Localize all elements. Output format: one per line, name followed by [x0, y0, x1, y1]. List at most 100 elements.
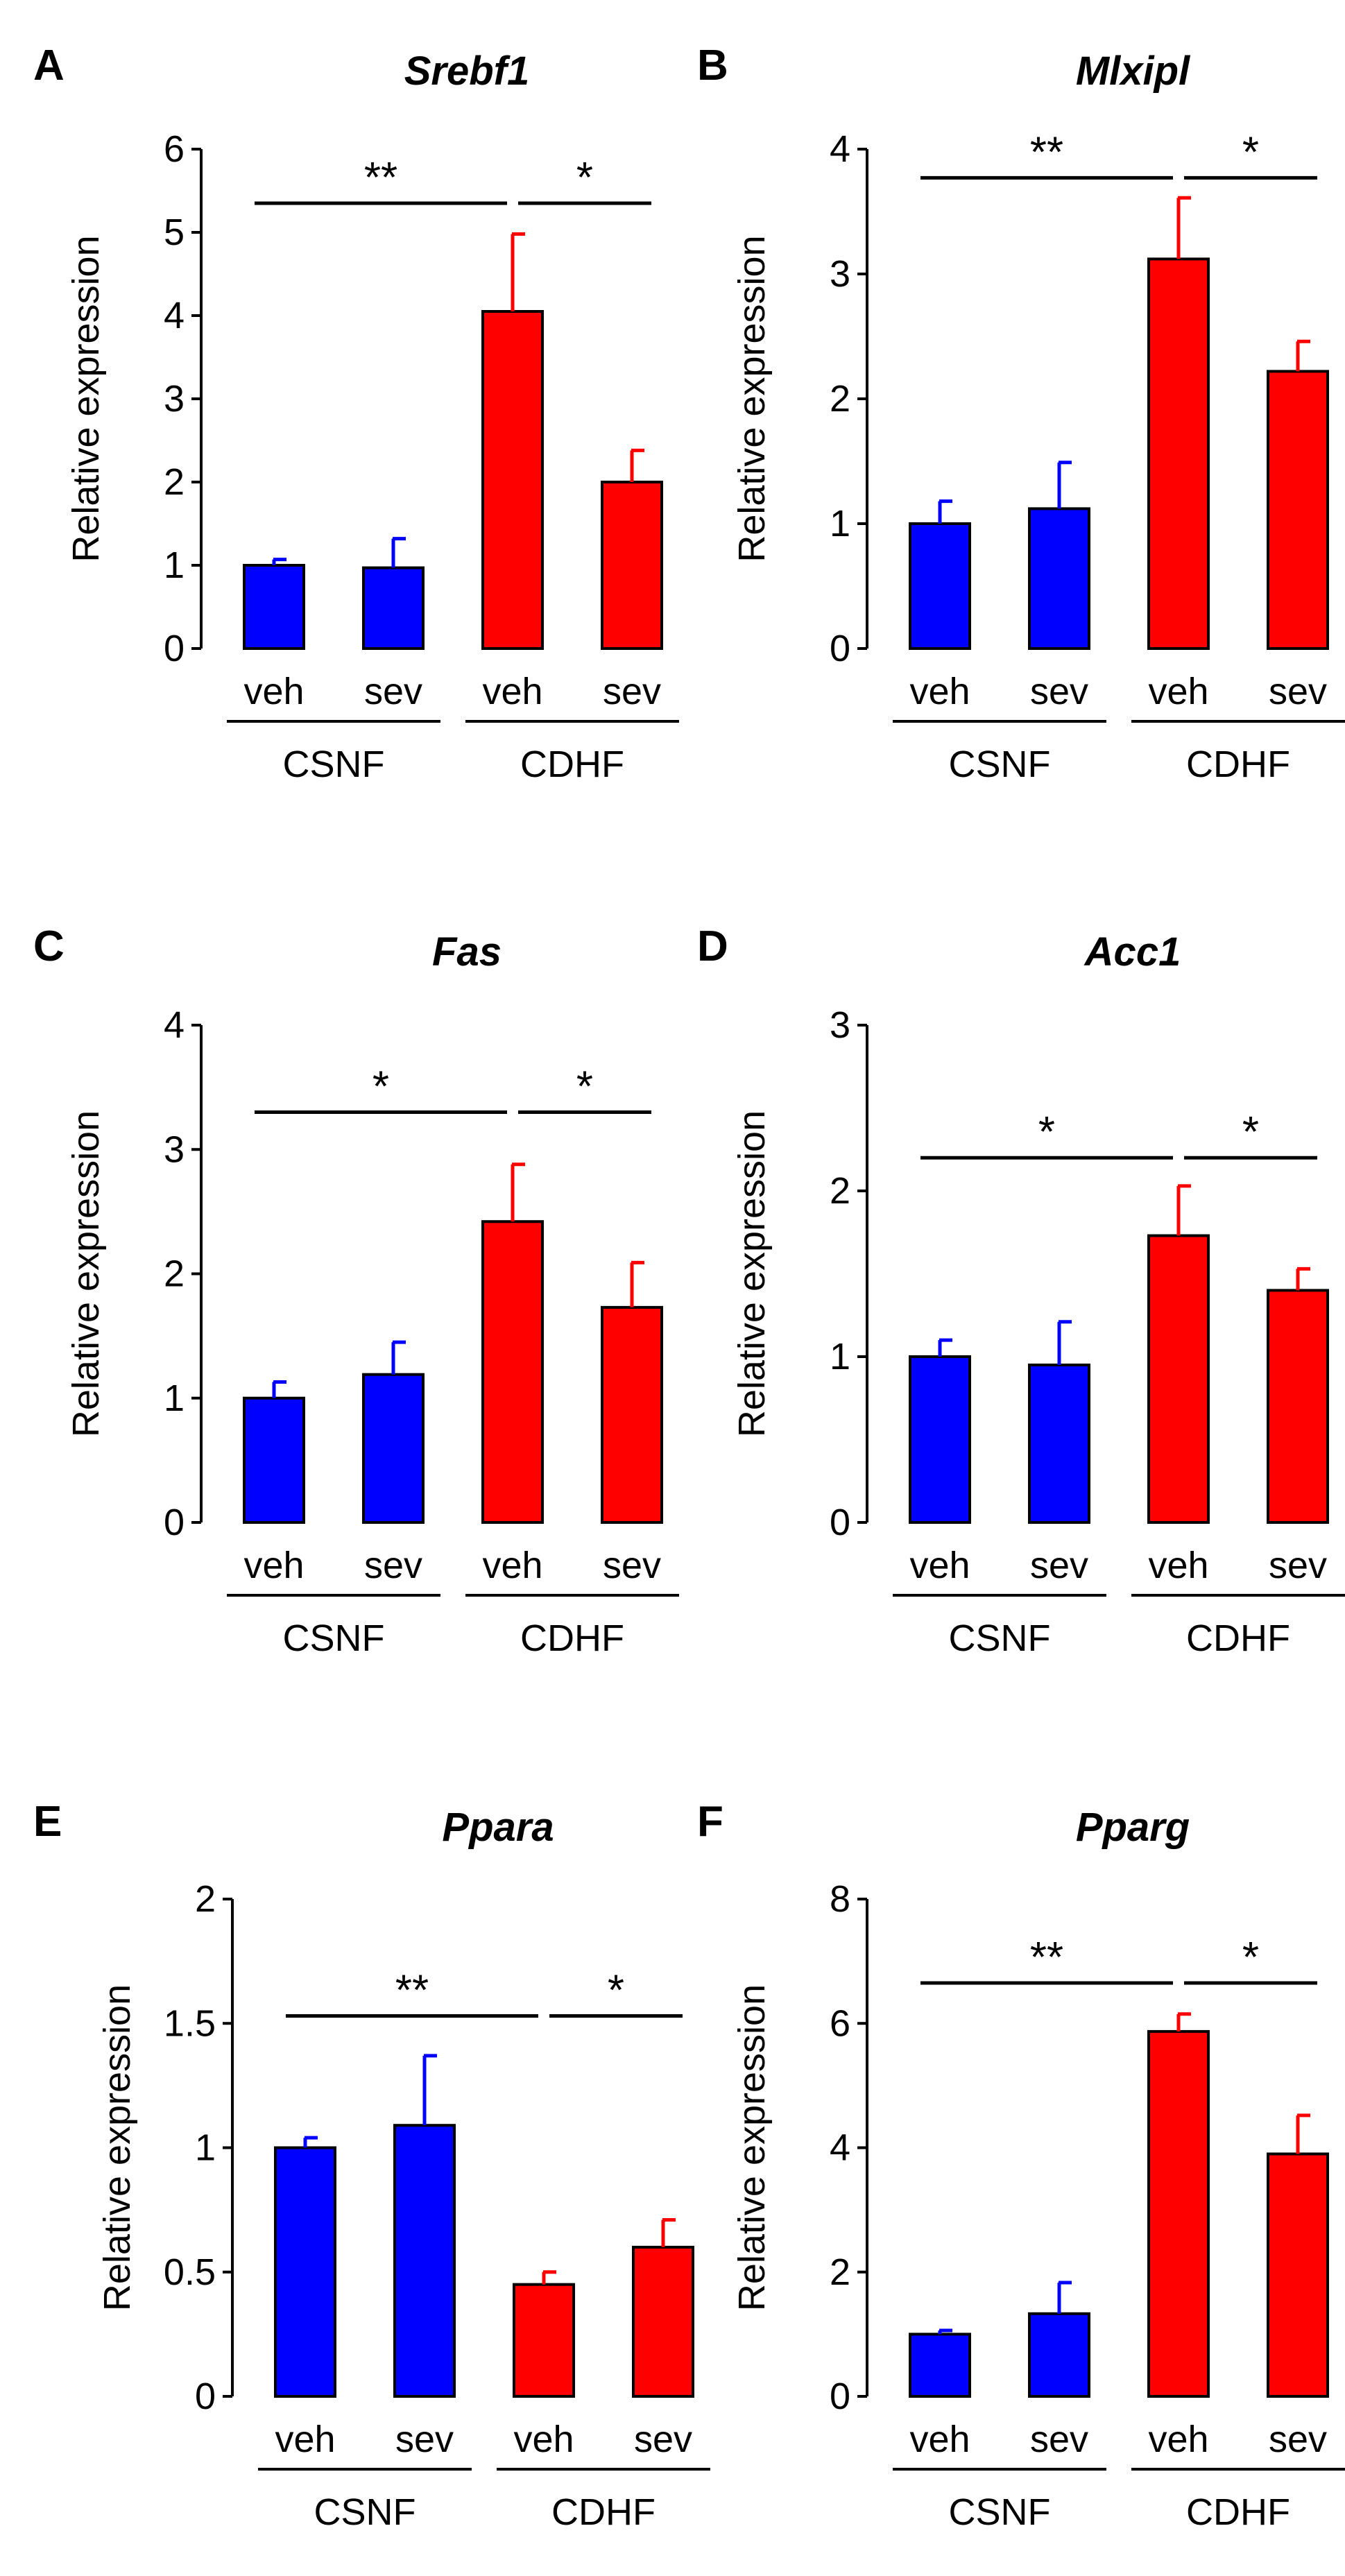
chart-panel-e: E Ppara Relative expression 0 0.5 1 1.5 2 veh sev… [33, 1798, 710, 2533]
chart-title: Ppara [442, 1805, 554, 1850]
group-label: CSNF [949, 744, 1051, 785]
bar-veh-cdhf [1147, 257, 1210, 650]
y-tick-label: 1 [164, 544, 185, 586]
chart-panel-a: A Srebf1 Relative expression 0 1 2 3 4 5 6 veh sev v… [33, 42, 679, 785]
x-tick-label: veh [243, 1545, 304, 1586]
y-tick-label: 5 [164, 212, 185, 253]
chart-title: Fas [432, 929, 502, 974]
group-label: CDHF [1186, 744, 1290, 785]
y-tick-label: 6 [830, 2002, 850, 2044]
y-tick-label: 6 [164, 128, 185, 170]
chart-title: Srebf1 [404, 49, 530, 94]
bar-sev-cdhf [1267, 370, 1329, 651]
x-tick-label: sev [364, 671, 422, 712]
bar-sev-cdhf [632, 2245, 694, 2398]
significance-marker: * [372, 1063, 389, 1110]
panel-letter: E [33, 1798, 62, 1846]
chart-title: Mlxipl [1076, 49, 1191, 94]
group-label: CSNF [283, 744, 385, 785]
x-tick-label: sev [634, 2419, 692, 2460]
y-axis-label: Relative expression [65, 235, 107, 562]
x-tick-label: sev [1269, 1545, 1327, 1586]
chart-panel-b: B Mlxipl Relative expression 0 1 2 3 4 veh sev veh… [697, 42, 1345, 785]
y-tick-label: 1 [195, 2127, 216, 2169]
x-tick-label: veh [1148, 671, 1208, 712]
y-tick-label: 2 [830, 378, 850, 420]
x-tick-label: sev [1030, 671, 1088, 712]
y-tick-label: 0 [830, 628, 850, 669]
y-tick-label: 8 [830, 1878, 850, 1920]
bar-veh-cdhf [1147, 2029, 1210, 2398]
significance-marker: * [576, 1063, 593, 1110]
bar-veh-cdhf [513, 2283, 575, 2398]
group-label: CDHF [520, 1617, 624, 1659]
significance-marker: ** [1030, 1934, 1063, 1982]
y-tick-label: 3 [164, 1128, 185, 1170]
y-tick-label: 4 [164, 295, 185, 336]
x-tick-label: sev [603, 1545, 661, 1586]
bar-veh-csnf [909, 2333, 971, 2398]
x-tick-label: sev [1269, 2419, 1327, 2460]
y-tick-label: 1 [164, 1377, 185, 1419]
bar-sev-cdhf [1267, 1289, 1329, 1525]
significance-marker: * [1242, 128, 1259, 176]
group-label: CSNF [949, 2491, 1051, 2533]
significance-marker: * [1242, 1108, 1259, 1156]
x-tick-label: sev [395, 2419, 454, 2460]
bar-sev-cdhf [601, 481, 663, 650]
x-tick-label: sev [1269, 671, 1327, 712]
chart-title: Pparg [1076, 1805, 1190, 1850]
panel-letter: C [33, 922, 65, 970]
x-tick-label: veh [513, 2419, 574, 2460]
significance-marker: ** [364, 154, 397, 202]
group-label: CDHF [1186, 2491, 1290, 2533]
x-tick-label: sev [1030, 2419, 1088, 2460]
bar-veh-cdhf [481, 1220, 544, 1524]
bar-veh-cdhf [1147, 1234, 1210, 1525]
significance-marker: * [576, 154, 593, 202]
chart-panel-c: C Fas Relative expression 0 1 2 3 4 veh sev veh sev… [33, 922, 679, 1659]
x-tick-label: sev [603, 671, 661, 712]
bar-sev-cdhf [601, 1305, 663, 1524]
y-tick-label: 0.5 [164, 2251, 216, 2293]
x-tick-label: veh [482, 671, 542, 712]
y-axis-label: Relative expression [731, 1984, 773, 2311]
significance-marker: * [608, 1966, 624, 2014]
y-axis-label: Relative expression [731, 1110, 773, 1437]
bar-veh-cdhf [481, 310, 544, 650]
x-tick-label: sev [1030, 1545, 1088, 1586]
y-axis-label: Relative expression [731, 235, 773, 562]
panel-letter: A [33, 42, 65, 89]
y-tick-label: 2 [195, 1878, 216, 1920]
significance-marker: ** [395, 1966, 429, 2014]
y-tick-label: 2 [164, 1253, 185, 1295]
y-tick-label: 0 [164, 628, 185, 669]
chart-panel-f: F Pparg Relative expression 0 2 4 6 8 veh sev veh s… [697, 1798, 1345, 2533]
y-tick-label: 1.5 [164, 2002, 216, 2044]
y-tick-label: 0 [830, 1502, 850, 1543]
y-tick-label: 2 [164, 461, 185, 503]
group-label: CDHF [520, 744, 624, 785]
bar-sev-csnf [1028, 2312, 1090, 2398]
y-tick-label: 1 [830, 503, 850, 544]
bar-sev-csnf [1028, 1363, 1090, 1524]
group-label: CSNF [314, 2491, 416, 2533]
x-tick-label: sev [364, 1545, 422, 1586]
x-tick-label: veh [482, 1545, 542, 1586]
y-axis-label: Relative expression [96, 1984, 138, 2311]
y-tick-label: 3 [830, 253, 850, 295]
x-tick-label: veh [1148, 2419, 1208, 2460]
x-tick-label: veh [909, 1545, 970, 1586]
significance-marker: * [1038, 1108, 1055, 1156]
significance-marker: ** [1030, 128, 1063, 176]
y-tick-label: 4 [830, 2127, 850, 2169]
y-tick-label: 3 [164, 378, 185, 420]
group-label: CDHF [1186, 1617, 1290, 1659]
y-tick-label: 1 [830, 1336, 850, 1377]
bar-veh-csnf [274, 2146, 336, 2398]
x-tick-label: veh [243, 671, 304, 712]
bar-veh-csnf [243, 1396, 305, 1524]
y-axis-label: Relative expression [65, 1110, 107, 1437]
bar-sev-csnf [362, 1373, 425, 1524]
